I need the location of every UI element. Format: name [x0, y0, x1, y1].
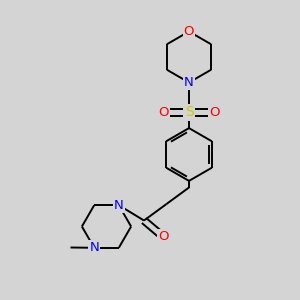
Text: O: O	[158, 106, 169, 119]
Text: S: S	[184, 106, 194, 119]
Text: O: O	[209, 106, 220, 119]
Text: O: O	[184, 25, 194, 38]
Text: N: N	[89, 241, 99, 254]
Text: N: N	[114, 199, 124, 212]
Text: N: N	[184, 76, 194, 89]
Text: O: O	[158, 230, 169, 244]
